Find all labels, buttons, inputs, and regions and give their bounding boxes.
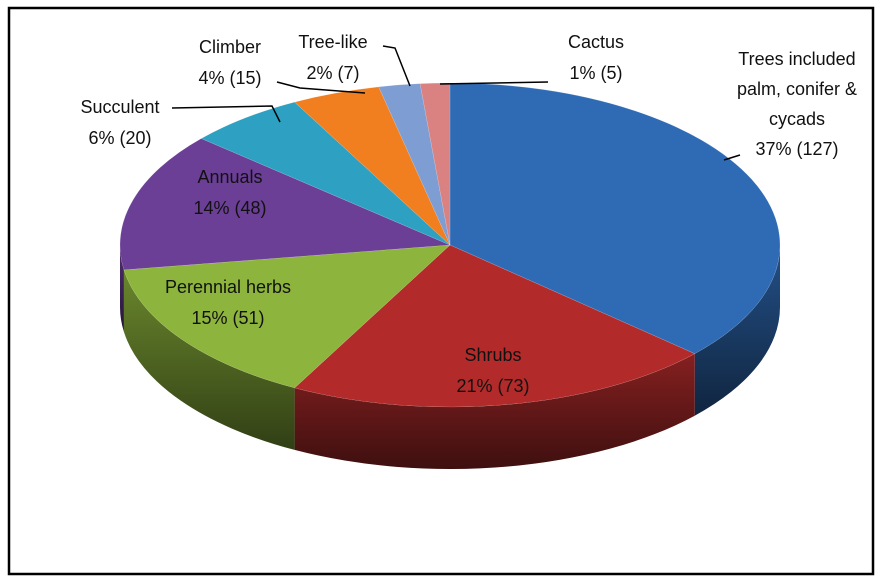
category-label: Annuals: [197, 167, 263, 187]
category-label: Perennial herbs: [164, 277, 292, 297]
leader-line: [439, 81, 549, 85]
value-label: 2% (7): [306, 63, 360, 83]
data-label: Shrubs 21% (73): [433, 340, 553, 402]
category-label: Trees included palm, conifer & cycads: [736, 49, 858, 129]
category-label: Shrubs: [464, 345, 522, 365]
value-label: 1% (5): [569, 63, 623, 83]
value-label: 4% (15): [198, 68, 262, 88]
leader-line: [276, 81, 366, 94]
value-label: 14% (48): [193, 198, 267, 218]
slice: [123, 244, 451, 389]
value-label: 37% (127): [755, 139, 839, 159]
slice: [378, 83, 451, 246]
leader-line: [171, 105, 281, 123]
slice: [200, 101, 451, 246]
category-label: Succulent: [80, 97, 160, 117]
slice: [419, 82, 451, 246]
slice-side: [694, 245, 780, 416]
data-label: Succulent 6% (20): [60, 92, 180, 154]
value-label: 21% (73): [456, 376, 530, 396]
leader-line: [723, 154, 741, 161]
slice: [449, 82, 781, 354]
data-label: Perennial herbs 15% (51): [143, 272, 313, 334]
value-label: 15% (51): [191, 308, 265, 328]
frame: [7, 6, 875, 576]
slice-side: [294, 353, 695, 470]
value-label: 6% (20): [88, 128, 152, 148]
category-label: Climber: [198, 37, 261, 57]
slice-side: [120, 245, 124, 332]
category-label: Cactus: [567, 32, 625, 52]
slice-side: [123, 269, 295, 450]
data-label: Cactus 1% (5): [541, 27, 651, 89]
slice: [294, 244, 696, 408]
slice: [294, 86, 451, 246]
category-label: Tree-like: [298, 32, 368, 52]
slice: [119, 138, 451, 271]
data-label: Trees included palm, conifer & cycads 37%…: [722, 44, 872, 164]
leader-line: [382, 45, 411, 87]
data-label: Climber 4% (15): [170, 32, 290, 94]
data-label: Tree-like 2% (7): [278, 27, 388, 89]
data-label: Annuals 14% (48): [170, 162, 290, 224]
